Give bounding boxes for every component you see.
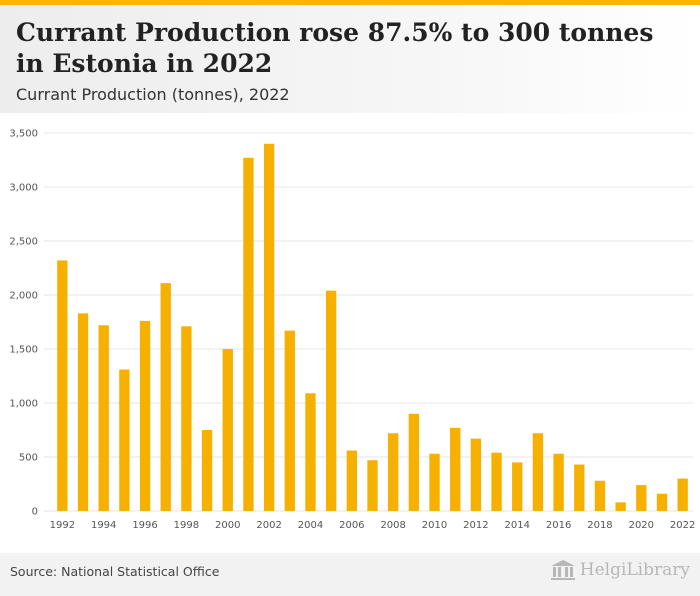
- x-tick-label: 2010: [422, 520, 447, 531]
- bar-layer: [57, 143, 688, 512]
- bar-2013[interactable]: [491, 452, 502, 511]
- bar-1996[interactable]: [139, 320, 151, 511]
- bar-2022[interactable]: [677, 478, 688, 511]
- y-tick-label: 2,000: [9, 291, 38, 302]
- bar-2014[interactable]: [512, 462, 523, 511]
- x-tick-label: 2022: [670, 520, 695, 531]
- y-tick-label: 3,500: [9, 129, 38, 140]
- bar-2020[interactable]: [636, 485, 647, 511]
- bar-1999[interactable]: [201, 430, 213, 511]
- bar-2016[interactable]: [553, 453, 564, 511]
- x-tick-label: 1994: [91, 520, 116, 531]
- bar-2002[interactable]: [263, 143, 275, 512]
- bar-2019[interactable]: [615, 502, 626, 511]
- x-tick-label: 2014: [505, 520, 530, 531]
- chart-header: Currant Production rose 87.5% to 300 ton…: [0, 5, 700, 113]
- library-building-icon: [550, 560, 575, 580]
- bar-2012[interactable]: [470, 438, 482, 511]
- chart-title: Currant Production rose 87.5% to 300 ton…: [16, 18, 654, 78]
- bar-2003[interactable]: [284, 330, 295, 511]
- x-tick-label: 1992: [50, 520, 75, 531]
- bar-2006[interactable]: [346, 450, 357, 511]
- bar-2008[interactable]: [388, 433, 399, 511]
- bar-1993[interactable]: [77, 313, 89, 511]
- x-tick-label: 1996: [132, 520, 157, 531]
- y-tick-label: 500: [19, 453, 38, 464]
- bar-1997[interactable]: [160, 283, 171, 511]
- x-tick-label: 2008: [380, 520, 405, 531]
- bar-2009[interactable]: [408, 413, 420, 511]
- bar-2001[interactable]: [243, 157, 254, 511]
- grid-layer: [44, 132, 693, 512]
- chart-subtitle: Currant Production (tonnes), 2022: [16, 85, 290, 104]
- logo-text: HelgiLibrary: [579, 560, 690, 580]
- x-tick-label: 2000: [215, 520, 240, 531]
- x-tick-label: 2002: [256, 520, 281, 531]
- x-axis-labels: 1992 1994 1996 1998 2000 2002 2004 2006 2008 2010…: [50, 520, 696, 531]
- bar-2018[interactable]: [594, 480, 606, 511]
- bar-2015[interactable]: [532, 433, 544, 511]
- x-tick-label: 2018: [587, 520, 612, 531]
- y-axis-labels: 0 500 1,000 1,500 2,000 2,500 3,000 3,500: [9, 129, 38, 518]
- bar-1992[interactable]: [57, 260, 68, 511]
- bar-2005[interactable]: [325, 290, 337, 511]
- bar-2007[interactable]: [367, 460, 378, 511]
- bar-2011[interactable]: [450, 427, 461, 511]
- bar-1995[interactable]: [119, 369, 130, 511]
- bar-2004[interactable]: [305, 393, 316, 511]
- helgilibrary-logo[interactable]: HelgiLibrary: [550, 559, 690, 581]
- y-tick-label: 2,500: [9, 237, 38, 248]
- bar-1994[interactable]: [98, 325, 109, 511]
- x-tick-label: 2004: [298, 520, 323, 531]
- x-tick-label: 1998: [174, 520, 199, 531]
- x-tick-label: 2006: [339, 520, 364, 531]
- chart-area: 0 500 1,000 1,500 2,000 2,500 3,000 3,500 1992 1…: [0, 113, 700, 553]
- y-tick-label: 1,500: [9, 345, 38, 356]
- bar-2010[interactable]: [429, 453, 440, 511]
- top-accent-bar: [0, 0, 700, 5]
- y-tick-label: 1,000: [9, 399, 38, 410]
- x-tick-label: 2016: [546, 520, 571, 531]
- bar-2000[interactable]: [222, 349, 233, 511]
- y-tick-label: 0: [32, 507, 38, 518]
- source-text: Source: National Statistical Office: [10, 564, 220, 579]
- x-tick-label: 2012: [463, 520, 488, 531]
- bar-2021[interactable]: [656, 493, 668, 511]
- chart-footer: Source: National Statistical Office Helg…: [0, 553, 700, 596]
- bar-2017[interactable]: [574, 464, 585, 511]
- bar-1998[interactable]: [181, 326, 192, 511]
- x-tick-label: 2020: [629, 520, 654, 531]
- y-tick-label: 3,000: [9, 183, 38, 194]
